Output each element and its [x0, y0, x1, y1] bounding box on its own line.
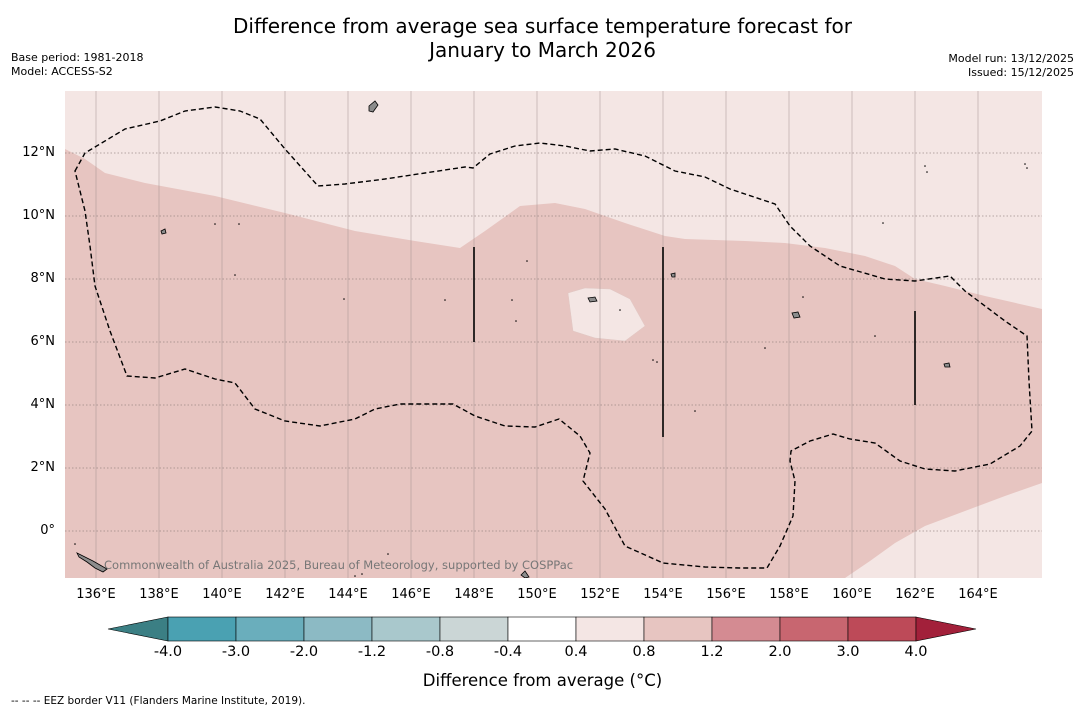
colorbar-tick-label: 1.2 [700, 644, 724, 660]
title-line-2: January to March 2026 [429, 38, 656, 62]
colorbar-bin [779, 616, 849, 642]
colorbar-title: Difference from average (°C) [422, 671, 663, 690]
colorbar-bin [439, 616, 509, 642]
lon-label-140e: 140°E [202, 587, 242, 602]
map-panel [65, 91, 1042, 578]
copyright-credit: Commonwealth of Australia 2025, Bureau o… [104, 558, 574, 572]
eez-footnote: -- -- -- EEZ border V11 (Flanders Marine… [11, 695, 306, 707]
island-pohnpei [791, 311, 801, 319]
lat-label-0: 0° [40, 523, 55, 538]
colorbar-bin [371, 616, 441, 642]
islands [76, 100, 951, 578]
base-period: Base period: 1981-2018 [11, 51, 144, 64]
eez-border-palau-fsm [74, 106, 1033, 569]
colorbar-bin [847, 616, 917, 642]
island-chuuk [587, 296, 598, 303]
map-title: Difference from average sea surface temp… [0, 14, 1085, 62]
island-yap [160, 228, 167, 235]
colorbar-bin [167, 616, 237, 642]
colorbar-tick-label: -2.0 [289, 644, 319, 660]
colorbar-tick-label: -0.8 [425, 644, 455, 660]
colorbar-tick-label: -4.0 [153, 644, 183, 660]
colorbar-bin [235, 616, 305, 642]
lat-label-10n: 10°N [22, 208, 55, 223]
lat-label-4n: 4°N [30, 397, 56, 412]
lon-label-156e: 156°E [706, 587, 746, 602]
colorbar-extend-low [107, 616, 169, 642]
colorbar-tick-label: -3.0 [221, 644, 251, 660]
colorbar-tick-label: 2.0 [768, 644, 792, 660]
island-guam-area [368, 100, 379, 113]
colorbar-bin [575, 616, 645, 642]
lon-label-154e: 154°E [643, 587, 683, 602]
anomaly-band-0.8-1.2 [65, 149, 1042, 578]
lon-label-138e: 138°E [139, 587, 179, 602]
island-png-north [520, 570, 530, 578]
lon-label-150e: 150°E [517, 587, 557, 602]
lon-label-164e: 164°E [958, 587, 998, 602]
colorbar-tick-label: 0.8 [632, 644, 656, 660]
colorbar-bin [303, 616, 373, 642]
anomaly-patch [567, 287, 646, 342]
lon-label-142e: 142°E [265, 587, 305, 602]
colorbar-bin [711, 616, 781, 642]
model-run: Model run: 13/12/2025 [948, 52, 1074, 65]
colorbar-tick-label: 0.4 [564, 644, 588, 660]
lon-label-160e: 160°E [832, 587, 872, 602]
colorbar [107, 616, 977, 642]
lat-label-2n: 2°N [30, 460, 56, 475]
lon-label-136e: 136°E [76, 587, 116, 602]
meta-left: Base period: 1981-2018 Model: ACCESS-S2 [11, 51, 143, 79]
lon-label-158e: 158°E [769, 587, 809, 602]
title-line-1: Difference from average sea surface temp… [232, 14, 852, 38]
lon-label-144e: 144°E [328, 587, 368, 602]
colorbar-extend-high [915, 616, 977, 642]
issued-date: Issued: 15/12/2025 [967, 66, 1074, 79]
colorbar-tick-label: -1.2 [357, 644, 387, 660]
island-weno [670, 272, 676, 278]
colorbar-tick-label: -0.4 [493, 644, 523, 660]
colorbar-bin [643, 616, 713, 642]
colorbar-tick-label: 4.0 [904, 644, 928, 660]
lon-label-146e: 146°E [391, 587, 431, 602]
colorbar-bin [507, 616, 577, 642]
lat-label-12n: 12°N [22, 145, 55, 160]
lat-label-6n: 6°N [30, 334, 56, 349]
model-name: Model: ACCESS-S2 [11, 65, 113, 78]
lon-label-152e: 152°E [580, 587, 620, 602]
island-palau [76, 552, 108, 573]
lon-label-162e: 162°E [895, 587, 935, 602]
longitude-gridlines [95, 91, 979, 578]
map-svg [65, 91, 1042, 578]
colorbar-tick-label: 3.0 [836, 644, 860, 660]
lon-label-148e: 148°E [454, 587, 494, 602]
island-kosrae [943, 362, 951, 368]
lat-label-8n: 8°N [30, 271, 56, 286]
meta-right: Model run: 13/12/2025 Issued: 15/12/2025 [948, 52, 1074, 80]
atolls [74, 163, 1028, 577]
